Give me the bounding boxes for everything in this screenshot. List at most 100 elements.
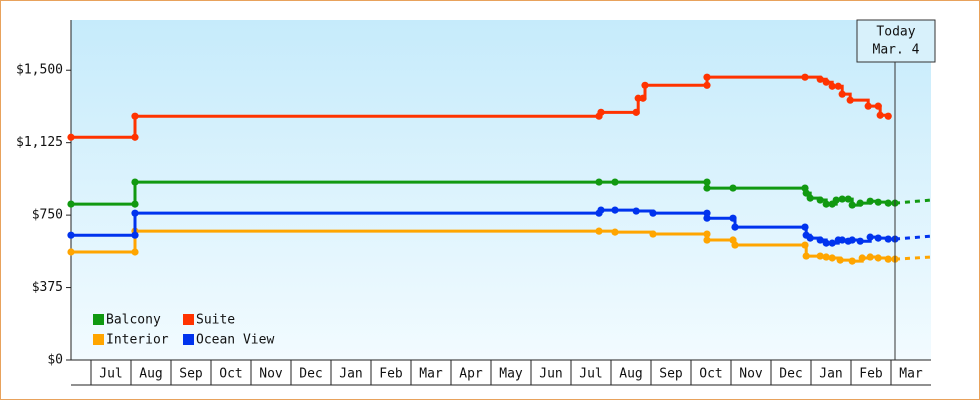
point (131, 231, 139, 239)
projection-line (894, 198, 932, 205)
point (801, 223, 809, 231)
x-tick-label: Jul (579, 367, 602, 382)
point (703, 81, 711, 89)
point (836, 256, 844, 264)
point (834, 82, 842, 90)
point (874, 198, 882, 206)
point (131, 133, 139, 141)
point (822, 253, 830, 261)
point (838, 236, 846, 244)
legend-label: Balcony (106, 313, 161, 328)
point (703, 209, 711, 217)
point (703, 230, 711, 238)
point (866, 197, 874, 205)
point (884, 255, 892, 263)
point (731, 223, 739, 231)
point (131, 200, 139, 208)
point (67, 200, 75, 208)
point (866, 233, 874, 241)
legend-swatch (93, 314, 104, 325)
point (884, 112, 892, 120)
today-box (856, 19, 936, 63)
point (649, 230, 657, 238)
point (639, 94, 647, 102)
point (874, 102, 882, 110)
point (856, 237, 864, 245)
point (131, 209, 139, 217)
point (131, 248, 139, 256)
today-label: Today (876, 25, 915, 40)
point (874, 254, 882, 262)
point (597, 108, 605, 116)
point (822, 200, 830, 208)
point (866, 253, 874, 261)
point (729, 184, 737, 192)
point (884, 199, 892, 207)
point (641, 81, 649, 89)
x-tick-label: Feb (859, 367, 883, 382)
point (884, 235, 892, 243)
point (876, 111, 884, 119)
y-tick-label: $0 (47, 353, 63, 368)
point (806, 194, 814, 202)
point (131, 178, 139, 186)
legend-swatch (183, 314, 194, 325)
y-tick-label: $1,125 (16, 135, 63, 150)
point (729, 214, 737, 222)
x-tick-label: Jan (819, 367, 842, 382)
point (816, 75, 824, 83)
legend-label: Interior (106, 333, 169, 348)
point (801, 73, 809, 81)
x-tick-label: Oct (219, 367, 242, 382)
point (801, 241, 809, 249)
projection-line (894, 255, 932, 261)
legend-label: Ocean View (196, 333, 274, 348)
point (703, 214, 711, 222)
x-tick-label: Sep (659, 367, 683, 382)
point (802, 189, 810, 197)
point (703, 184, 711, 192)
point (595, 227, 603, 235)
point (595, 178, 603, 186)
x-tick-label: Jun (539, 367, 562, 382)
point (632, 108, 640, 116)
point (816, 196, 824, 204)
point (828, 82, 836, 90)
point (67, 248, 75, 256)
point (864, 102, 872, 110)
x-tick-label: Mar (899, 367, 923, 382)
point (806, 234, 814, 242)
x-tick-label: Feb (379, 367, 403, 382)
point (822, 239, 830, 247)
point (597, 206, 605, 214)
point (828, 254, 836, 262)
point (858, 254, 866, 262)
point (611, 228, 619, 236)
projection-line (894, 234, 932, 241)
point (874, 234, 882, 242)
x-tick-label: Aug (619, 367, 642, 382)
point (848, 257, 856, 265)
x-tick-label: Dec (299, 367, 322, 382)
point (802, 252, 810, 260)
point (67, 133, 75, 141)
point (816, 236, 824, 244)
point (838, 195, 846, 203)
point (832, 196, 840, 204)
x-tick-label: Jul (99, 367, 122, 382)
x-tick-label: Mar (419, 367, 443, 382)
x-tick-label: May (499, 367, 523, 382)
point (703, 73, 711, 81)
x-tick-label: Jan (339, 367, 362, 382)
x-tick-label: Dec (779, 367, 802, 382)
point (848, 201, 856, 209)
legend-label: Suite (196, 313, 235, 328)
legend-swatch (183, 334, 194, 345)
x-tick-label: Nov (259, 367, 283, 382)
point (822, 78, 830, 86)
point (649, 209, 657, 217)
point (632, 207, 640, 215)
point (856, 199, 864, 207)
legend-swatch (93, 334, 104, 345)
